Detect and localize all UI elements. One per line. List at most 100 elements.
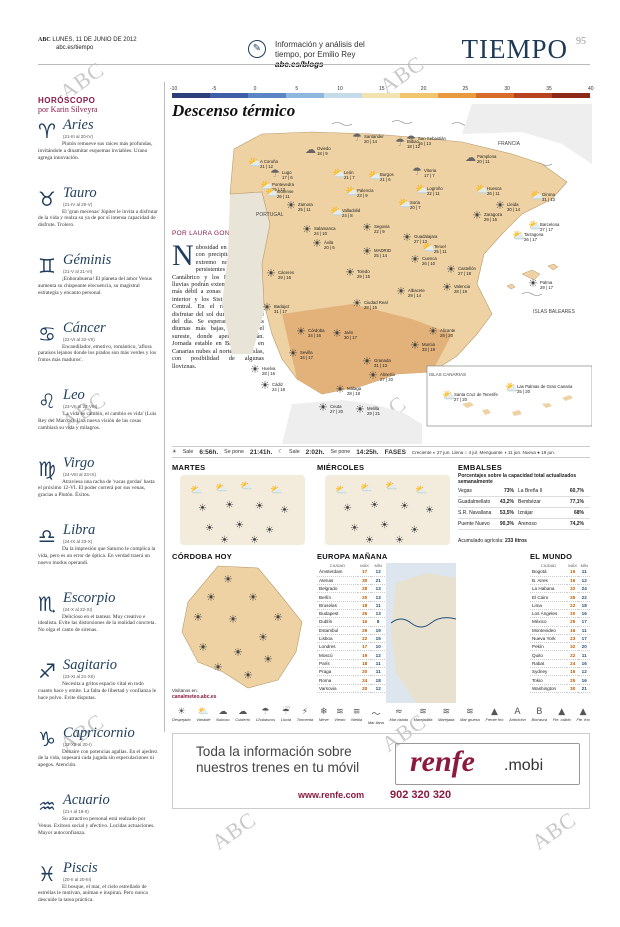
horoscope-sign: ♋Cáncer(22-VI al 22-VII)Encandilador, em…: [38, 320, 158, 388]
city-cell: Rabat: [530, 659, 567, 667]
city-temps: 28 | 18: [347, 391, 360, 396]
sun-rise-label: Sale: [183, 449, 194, 455]
sign-text: Delicioso en el tantear. Muy creativo e …: [38, 614, 158, 634]
embalse-pct: 53,5%: [496, 510, 518, 516]
legend-tick: 10: [337, 86, 343, 92]
city-cell: El Cairo: [530, 593, 567, 601]
sign-name: Géminis: [63, 252, 111, 269]
city-temps: 25 | 14: [374, 253, 387, 258]
site-link[interactable]: abc.es/tiempo: [56, 45, 93, 51]
city-temps: 31 | 13: [542, 197, 555, 202]
issue-date: LUNES, 11 DE JUNIO DE 2012: [52, 37, 136, 43]
sign-name: Libra: [63, 522, 95, 539]
weather-icon: ☁: [216, 707, 229, 717]
max-cell: 16: [567, 568, 579, 576]
sign-text: El 'gran mecenas' Júpiter le invita a di…: [38, 209, 158, 229]
sun-icon: ☀: [225, 500, 234, 511]
sun-icon: ☀: [280, 505, 289, 516]
sign-name: Capricornio: [63, 725, 135, 742]
sign-dates: (23-VII al 23-VIII): [63, 404, 97, 409]
horoscope-sign: ♌Leo(23-VII al 23-VIII)'La vida es cambi…: [38, 387, 158, 455]
sun-icon: ☀: [335, 384, 345, 395]
sun-icon: ☀: [355, 404, 365, 415]
sign-name: Escorpio: [63, 590, 115, 607]
legend-tick: 25: [463, 86, 469, 92]
sun-icon: ☀: [258, 632, 268, 643]
city-temps: 17 | 7: [424, 173, 435, 178]
city-temps: 16 | 13: [418, 141, 431, 146]
min-cell: 12: [578, 668, 590, 676]
min-cell: 11: [371, 668, 385, 676]
horoscope-sign: ♎Libra(24-IX al 23-X)Da la impresión que…: [38, 522, 158, 590]
sun-rise: 6:56h.: [199, 449, 218, 456]
visit-link[interactable]: canalmeteo.abc.es: [172, 694, 216, 700]
sun-icon: ☀: [198, 642, 208, 653]
city-temps: 29 | 17: [540, 285, 553, 290]
cloud-icon: ⛅: [270, 485, 282, 496]
sun-icon: ☀: [428, 326, 438, 337]
min-cell: 13: [371, 593, 385, 601]
legend-tick: 35: [546, 86, 552, 92]
sign-list: ♈Aries(21-III al 20-IV)Plutón remueve su…: [38, 117, 158, 927]
sun-icon: ☀: [260, 380, 270, 391]
legend-item: ≋Marejada: [438, 707, 454, 729]
city-temps: 34 | 16: [308, 333, 321, 338]
sign-name: Piscis: [63, 860, 98, 877]
sun-icon: ☀: [172, 449, 177, 455]
min-cell: 17: [578, 618, 590, 626]
blog-blurb: Información y análisis del tiempo, por E…: [275, 40, 435, 70]
legend-item: ⚡Tormenta: [297, 707, 313, 729]
sun-icon: ☀: [362, 222, 372, 233]
legend-tick: -10: [170, 86, 177, 92]
city-temps: 17 | 6: [282, 175, 293, 180]
horoscope-sign: ♍Virgo(24-VIII al 23-IX)Atraviesa una ra…: [38, 455, 158, 523]
europa-title: EUROPA MAÑANA: [317, 552, 388, 561]
sun-icon: ☀: [302, 224, 312, 235]
city-cell: Bogotá: [530, 568, 567, 576]
sign-name: Aries: [63, 117, 94, 134]
weather-icon: ☀: [172, 707, 191, 717]
weather-icon: ≋: [414, 707, 433, 717]
sun-icon: ☀: [206, 592, 216, 603]
city-temps: 29 | 16: [278, 275, 291, 280]
legend-tick: 15: [379, 86, 385, 92]
city-temps: 29 | 15: [484, 217, 497, 222]
weather-icon: ⚡: [297, 707, 313, 717]
sign-dates: (21-V al 21-VI): [63, 269, 92, 274]
legend-label: Mar rizada: [390, 717, 408, 722]
city-temps: 27 | 20: [330, 409, 343, 414]
city-temps: 28 | 16: [262, 371, 275, 376]
weather-icon: A: [509, 707, 526, 717]
sun-icon: ☀: [213, 662, 223, 673]
sun-icon: ☀: [273, 612, 283, 623]
sign-name: Tauro: [63, 185, 97, 202]
total-label: Acumulado agrícola:: [458, 538, 504, 544]
zodiac-icon: ♊: [38, 254, 62, 278]
sun-icon: ☀: [288, 348, 298, 359]
sun-icon: ☀: [362, 246, 372, 257]
city-temps: 20 | 14: [364, 139, 377, 144]
ad-url[interactable]: www.renfe.com: [298, 790, 364, 800]
weather-icon: ▲: [485, 707, 503, 717]
total-value: 233 litros: [505, 538, 527, 544]
sun-icon: ☀: [345, 267, 355, 278]
